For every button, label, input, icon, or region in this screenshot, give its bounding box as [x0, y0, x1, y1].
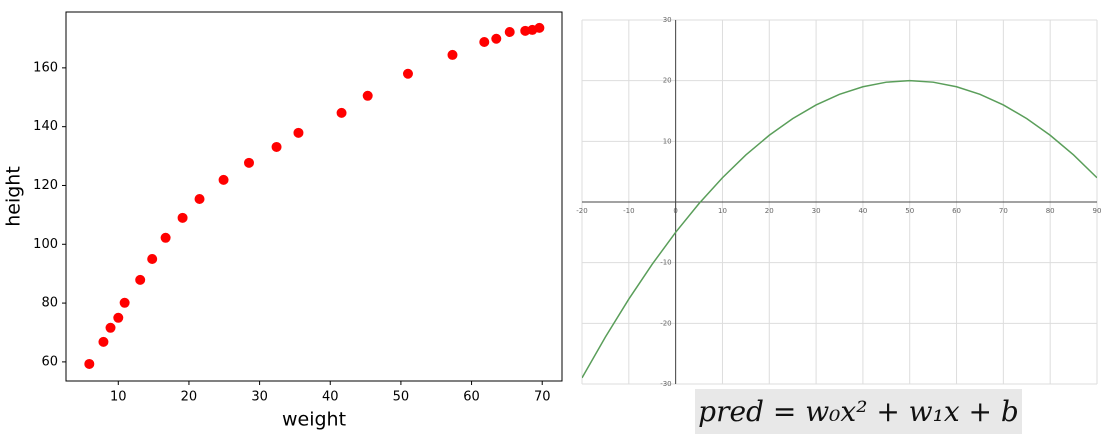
point [113, 312, 124, 323]
x-tick-label: 50 [393, 390, 410, 405]
point [479, 36, 490, 47]
x-tick-label: 40 [858, 207, 867, 215]
point [271, 141, 282, 152]
point [362, 90, 373, 101]
point [336, 107, 347, 118]
point [447, 49, 458, 60]
x-tick-label: 50 [905, 207, 914, 215]
x-tick-label: -10 [623, 207, 634, 215]
x-tick-label: 80 [1046, 207, 1055, 215]
point [147, 253, 158, 264]
plot-frame [65, 11, 563, 382]
point [194, 193, 205, 204]
point [218, 174, 229, 185]
y-tick-label: 10 [663, 137, 672, 145]
point [98, 336, 109, 347]
point [84, 358, 95, 369]
y-tick-label: 80 [41, 296, 58, 311]
point [293, 127, 304, 138]
x-tick-label: 60 [952, 207, 961, 215]
x-tick-label: 90 [1093, 207, 1102, 215]
point [243, 157, 254, 168]
x-tick-label: -20 [576, 207, 587, 215]
y-tick-label: 30 [663, 16, 672, 24]
y-tick-label: 60 [41, 354, 58, 369]
formula: pred = w₀x² + w₁x + b [695, 389, 1022, 434]
y-tick-label: 140 [33, 119, 58, 134]
y-tick-label: 120 [33, 178, 58, 193]
y-tick-label: 160 [33, 60, 58, 75]
y-tick-label: -10 [660, 259, 671, 267]
curve [582, 79, 1097, 379]
x-tick-label: 20 [181, 390, 198, 405]
point [135, 274, 146, 285]
x-tick-label: 40 [322, 390, 339, 405]
point [504, 26, 515, 37]
x-tick-label: 60 [463, 390, 480, 405]
y-tick-label: -30 [660, 380, 671, 388]
x-tick-label: 10 [110, 390, 127, 405]
x-tick-label: 70 [999, 207, 1008, 215]
y-tick-label: 20 [663, 77, 672, 85]
x-tick-label: 30 [812, 207, 821, 215]
y-tick-label: -20 [660, 319, 671, 327]
x-tick-label: 10 [718, 207, 727, 215]
x-axis-label: weight [282, 409, 346, 431]
point [119, 297, 130, 308]
point [105, 322, 116, 333]
x-tick-label: 20 [765, 207, 774, 215]
point [534, 22, 545, 33]
point [177, 212, 188, 223]
x-tick-label: 70 [534, 390, 551, 405]
x-tick-label: 30 [251, 390, 268, 405]
point [402, 68, 413, 79]
y-axis-label: height [3, 166, 25, 227]
point [491, 33, 502, 44]
point [160, 232, 171, 243]
y-tick-label: 100 [33, 237, 58, 252]
